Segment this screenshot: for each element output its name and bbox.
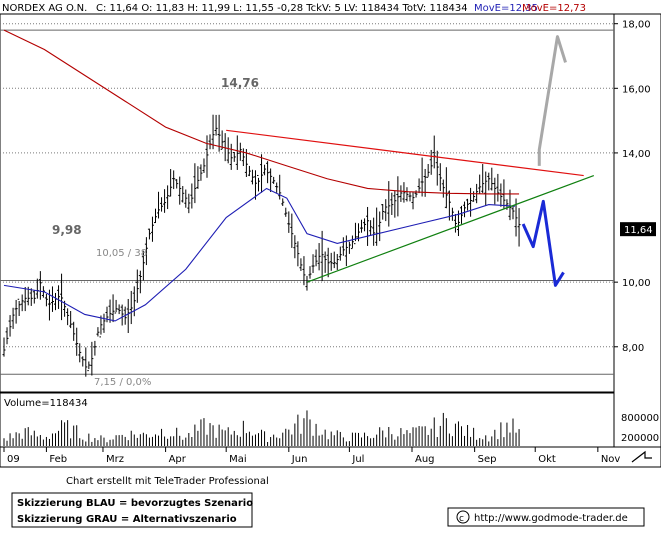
website-link[interactable]: c http://www.godmode-trader.de	[447, 507, 645, 527]
x-tick-label: Mai	[229, 454, 247, 465]
current-price-tag	[620, 222, 656, 237]
level-1005-label: 10,05 / 38	[96, 248, 147, 259]
y-tick-label: 10,00	[622, 278, 651, 289]
level-715-label: 7,15 / 0,0%	[94, 377, 151, 388]
x-axis-panel	[0, 446, 661, 468]
y-tick-label: 16,00	[622, 84, 651, 95]
legend-grey: Skizzierung GRAU = Alternativszenario	[17, 514, 237, 525]
header-ma-short: MovE=12,35	[474, 3, 538, 14]
header-title: NORDEX AG O.N.	[2, 3, 87, 14]
website-url[interactable]: http://www.godmode-trader.de	[474, 513, 628, 524]
y-tick-label: 14,00	[622, 149, 651, 160]
x-tick-label: 09	[7, 454, 20, 465]
copyright-icon	[456, 510, 470, 524]
header-quote: C: 11,64 O: 11,83 H: 11,99 L: 11,55 -0,2…	[96, 3, 468, 14]
volume-bars	[3, 410, 520, 446]
chart-credit: Chart erstellt mit TeleTrader Profession…	[66, 476, 269, 487]
x-tick-label: Feb	[49, 454, 67, 465]
volume-tick-high: 800000	[621, 413, 659, 424]
ma-long-line	[3, 29, 520, 195]
price-panel	[0, 13, 615, 393]
trendlines	[226, 129, 595, 283]
y-tick-label: 18,00	[622, 20, 651, 31]
volume-title: Volume=118434	[4, 398, 88, 409]
high-annotation: 14,76	[221, 76, 259, 90]
scenario-sketches	[521, 35, 567, 287]
prior-high-annotation: 9,98	[52, 223, 82, 237]
x-tick-label: Mrz	[106, 454, 124, 465]
svg-text:c: c	[459, 514, 464, 524]
price-bars	[2, 114, 521, 377]
x-tick-label: Okt	[538, 454, 556, 465]
x-tick-label: Aug	[415, 454, 435, 465]
support-trendline	[306, 174, 595, 283]
x-tick-label: Apr	[169, 454, 187, 465]
y-tick-label: 8,00	[622, 343, 644, 354]
y-axis-ticks: 8,00 10,00 14,00 16,00 18,00	[614, 20, 651, 354]
legend-box	[11, 492, 253, 528]
current-price-value: 11,64	[624, 225, 653, 236]
x-tick-label: Sep	[478, 454, 497, 465]
volume-tick-low: 200000	[621, 433, 659, 444]
x-tick-label: Jun	[291, 454, 308, 465]
resistance-trendline	[226, 129, 584, 177]
legend-blue: Skizzierung BLAU = bevorzugtes Szenario	[17, 498, 253, 509]
header-ma-long: MovE=12,73	[522, 3, 586, 14]
x-axis-ticks: 09 Feb Mrz Apr Mai Jun Jul Aug Sep Okt Nov	[3, 447, 621, 465]
x-tick-label: Jul	[351, 454, 364, 465]
scroll-arrow-icon[interactable]	[622, 450, 658, 465]
ma-short-line	[3, 187, 516, 322]
scenario-blue-path	[521, 199, 565, 287]
scenario-grey-path	[537, 35, 567, 166]
grid-lines	[0, 23, 614, 348]
x-tick-label: Nov	[601, 454, 621, 465]
moving-averages	[3, 29, 520, 322]
